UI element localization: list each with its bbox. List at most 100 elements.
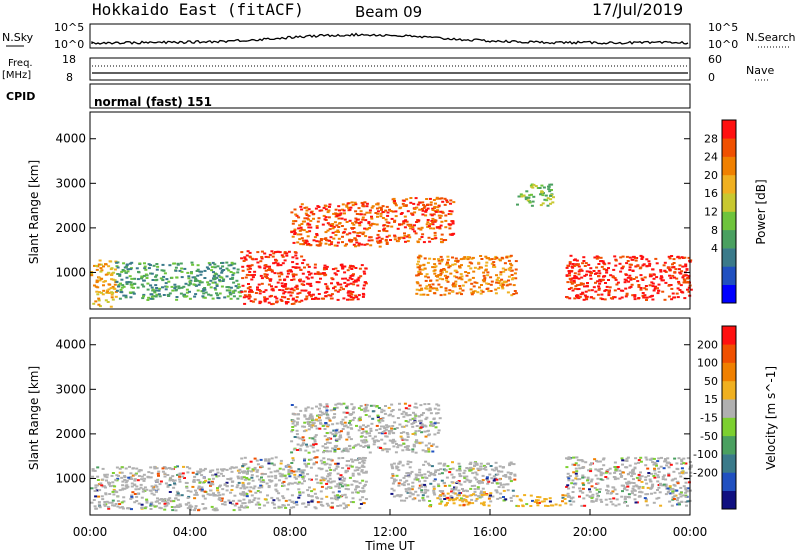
heatmap-cell <box>258 300 262 303</box>
heatmap-cell <box>305 276 309 279</box>
heatmap-cell <box>301 442 305 445</box>
heatmap-cell <box>684 494 688 497</box>
heatmap-cell <box>423 430 427 433</box>
heatmap-cell <box>340 450 344 453</box>
heatmap-cell <box>313 435 317 438</box>
heatmap-cell <box>580 269 584 272</box>
heatmap-cell <box>615 283 619 286</box>
heatmap-cell <box>420 289 424 291</box>
heatmap-cell <box>302 280 306 283</box>
heatmap-cell <box>309 285 313 287</box>
heatmap-cell <box>320 467 324 470</box>
heatmap-cell <box>596 495 600 498</box>
heatmap-cell <box>257 497 261 500</box>
heatmap-cell <box>392 462 396 465</box>
heatmap-cell <box>437 404 441 407</box>
heatmap-cell <box>635 276 638 279</box>
heatmap-cell <box>269 278 273 281</box>
heatmap-cell <box>183 267 187 270</box>
heatmap-cell <box>614 264 618 267</box>
heatmap-cell <box>253 468 257 471</box>
heatmap-cell <box>594 272 597 275</box>
heatmap-cell <box>426 225 430 228</box>
heatmap-cell <box>247 482 251 485</box>
heatmap-cell <box>490 280 494 283</box>
heatmap-cell <box>325 487 328 490</box>
heatmap-cell <box>250 474 254 477</box>
heatmap-cell <box>107 507 111 510</box>
heatmap-cell <box>319 414 323 417</box>
heatmap-cell <box>338 435 342 438</box>
heatmap-cell <box>658 491 662 494</box>
heatmap-cell <box>450 496 454 499</box>
heatmap-cell <box>333 450 337 453</box>
heatmap-cell <box>481 487 485 490</box>
heatmap-cell <box>639 471 642 474</box>
heatmap-cell <box>291 413 295 416</box>
heatmap-cell <box>471 467 475 470</box>
cpid-mode: normal (fast) 151 <box>94 95 212 109</box>
heatmap-cell <box>279 271 283 274</box>
heatmap-cell <box>248 251 252 254</box>
heatmap-cell <box>453 498 457 501</box>
heatmap-cell <box>592 270 596 272</box>
heatmap-cell <box>137 502 141 505</box>
heatmap-cell <box>97 501 101 504</box>
heatmap-cell <box>432 472 436 475</box>
heatmap-cell <box>315 496 319 499</box>
heatmap-cell <box>444 239 448 241</box>
heatmap-cell <box>334 429 338 432</box>
heatmap-cell <box>202 292 206 295</box>
heatmap-cell <box>138 469 142 472</box>
heatmap-cell <box>447 266 451 269</box>
heatmap-cell <box>230 277 234 280</box>
heatmap-cell <box>93 505 97 508</box>
heatmap-cell <box>336 472 340 475</box>
heatmap-cell <box>477 482 481 485</box>
freq-panel: Freq. [MHz] 18 8 60 0 Nave <box>2 53 774 84</box>
heatmap-cell <box>504 268 508 271</box>
heatmap-cell <box>300 203 304 206</box>
heatmap-cell <box>423 267 427 270</box>
heatmap-cell <box>671 292 675 295</box>
heatmap-cell <box>496 497 500 500</box>
heatmap-cell <box>450 210 454 213</box>
heatmap-cell <box>393 238 397 241</box>
heatmap-cell <box>107 292 111 294</box>
freq-tick-top: 18 <box>62 53 76 66</box>
heatmap-cell <box>409 227 413 230</box>
heatmap-cell <box>623 487 626 490</box>
heatmap-cell <box>436 209 440 212</box>
heatmap-cell <box>391 431 395 434</box>
heatmap-cell <box>656 287 659 290</box>
heatmap-cell <box>145 500 149 503</box>
heatmap-cell <box>378 428 382 430</box>
heatmap-cell <box>588 490 592 493</box>
heatmap-cell <box>354 245 357 248</box>
heatmap-cell <box>578 283 582 286</box>
heatmap-cell <box>425 209 428 212</box>
heatmap-cell <box>440 240 443 243</box>
heatmap-cell <box>677 282 681 285</box>
heatmap-cell <box>681 276 685 279</box>
heatmap-cell <box>527 196 531 199</box>
heatmap-cell <box>406 491 410 494</box>
heatmap-cell <box>338 209 341 212</box>
heatmap-cell <box>264 459 268 462</box>
heatmap-cell <box>591 493 595 496</box>
heatmap-cell <box>363 483 367 486</box>
heatmap-cell <box>606 492 609 495</box>
heatmap-cell <box>338 288 342 291</box>
heatmap-cell <box>430 444 434 447</box>
heatmap-cell <box>309 226 313 229</box>
heatmap-cell <box>380 432 384 435</box>
heatmap-cell <box>419 474 423 477</box>
heatmap-cell <box>301 436 305 439</box>
heatmap-cell <box>104 299 108 302</box>
heatmap-cell <box>376 207 379 210</box>
heatmap-cell <box>431 207 435 210</box>
heatmap-cell <box>310 421 314 424</box>
heatmap-cell <box>567 487 571 490</box>
heatmap-cell <box>222 269 226 271</box>
heatmap-cell <box>508 477 512 480</box>
